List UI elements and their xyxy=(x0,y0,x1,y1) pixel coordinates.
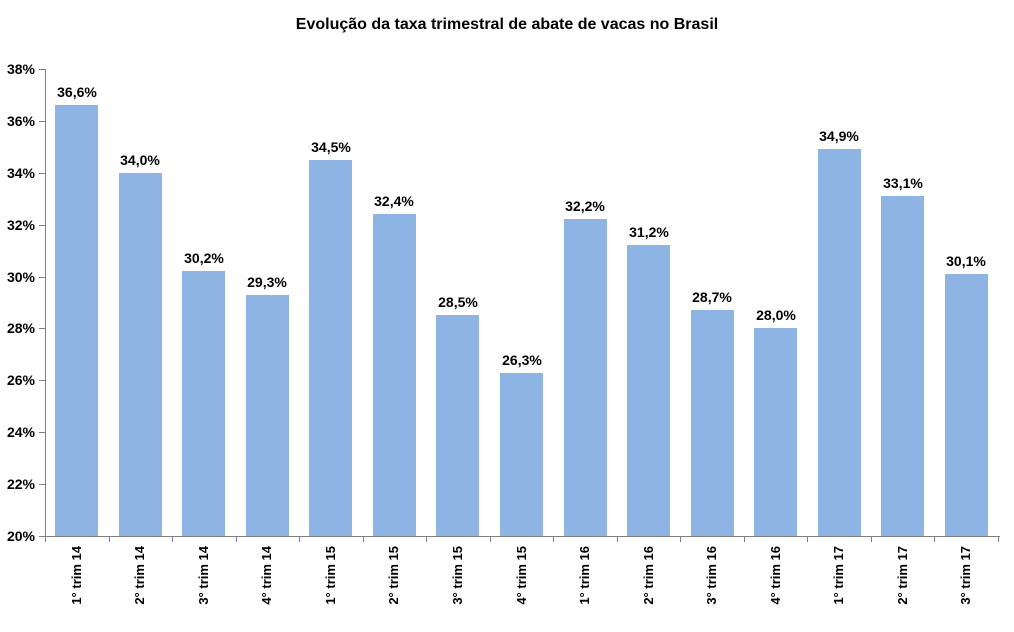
x-axis-tick xyxy=(490,536,491,542)
x-axis-label: 1° trim 17 xyxy=(831,546,846,605)
x-axis-label: 3° trim 17 xyxy=(958,546,973,605)
y-axis xyxy=(45,69,46,537)
x-axis-tick xyxy=(172,536,173,542)
x-axis-tick xyxy=(998,536,999,542)
x-axis-tick xyxy=(807,536,808,542)
x-axis-label: 2° trim 14 xyxy=(132,546,147,605)
bar-value-label: 26,3% xyxy=(502,352,542,368)
bar xyxy=(373,214,416,536)
bar xyxy=(119,173,162,536)
x-axis xyxy=(39,536,1000,537)
x-axis-tick xyxy=(45,536,46,542)
x-axis-tick xyxy=(109,536,110,542)
chart-title: Evolução da taxa trimestral de abate de … xyxy=(295,16,719,33)
x-axis-label: 1° trim 14 xyxy=(69,546,84,605)
x-axis-label: 3° trim 15 xyxy=(450,546,465,605)
bar xyxy=(182,271,225,536)
y-axis-tick-label: 34% xyxy=(6,165,35,181)
y-axis-tick-label: 20% xyxy=(6,528,35,544)
x-axis-label: 2° trim 17 xyxy=(895,546,910,605)
x-axis-tick xyxy=(680,536,681,542)
x-axis-label: 2° trim 15 xyxy=(386,546,401,605)
y-axis-tick-label: 38% xyxy=(6,61,35,77)
x-axis-label: 4° trim 14 xyxy=(259,546,274,605)
bar-value-label: 34,9% xyxy=(819,128,859,144)
bar xyxy=(436,315,479,536)
y-axis-tick xyxy=(39,484,45,485)
x-axis-tick xyxy=(426,536,427,542)
y-axis-tick xyxy=(39,173,45,174)
bar-value-label: 34,0% xyxy=(120,152,160,168)
x-axis-label: 1° trim 15 xyxy=(323,546,338,605)
bar-value-label: 28,5% xyxy=(438,294,478,310)
bar-value-label: 28,0% xyxy=(756,307,796,323)
bar-value-label: 30,2% xyxy=(184,250,224,266)
bar xyxy=(627,245,670,536)
x-axis-label: 3° trim 16 xyxy=(704,546,719,605)
y-axis-tick-label: 26% xyxy=(6,372,35,388)
x-axis-tick xyxy=(871,536,872,542)
bar-value-label: 32,4% xyxy=(374,193,414,209)
bar-value-label: 34,5% xyxy=(311,139,351,155)
x-axis-tick xyxy=(363,536,364,542)
x-axis-tick xyxy=(553,536,554,542)
x-axis-label: 4° trim 15 xyxy=(514,546,529,605)
y-axis-tick-label: 30% xyxy=(6,269,35,285)
y-axis-tick xyxy=(39,121,45,122)
bar xyxy=(564,219,607,536)
bar xyxy=(945,274,988,536)
y-axis-tick-label: 28% xyxy=(6,320,35,336)
y-axis-tick-label: 22% xyxy=(6,476,35,492)
bar xyxy=(246,295,289,536)
bar-value-label: 30,1% xyxy=(946,253,986,269)
bar-value-label: 29,3% xyxy=(247,274,287,290)
bar xyxy=(881,196,924,536)
bar-value-label: 28,7% xyxy=(692,289,732,305)
y-axis-tick xyxy=(39,225,45,226)
bar-value-label: 33,1% xyxy=(883,175,923,191)
y-axis-tick-label: 24% xyxy=(6,424,35,440)
x-axis-label: 2° trim 16 xyxy=(641,546,656,605)
bar-value-label: 36,6% xyxy=(57,84,97,100)
y-axis-tick-label: 32% xyxy=(6,217,35,233)
x-axis-label: 4° trim 16 xyxy=(768,546,783,605)
y-axis-tick xyxy=(39,380,45,381)
y-axis-tick xyxy=(39,277,45,278)
bar xyxy=(818,149,861,536)
x-axis-tick xyxy=(236,536,237,542)
bar xyxy=(691,310,734,536)
bar-value-label: 32,2% xyxy=(565,198,605,214)
bar-value-label: 31,2% xyxy=(629,224,669,240)
x-axis-tick xyxy=(934,536,935,542)
y-axis-tick xyxy=(39,328,45,329)
x-axis-tick xyxy=(617,536,618,542)
y-axis-tick xyxy=(39,69,45,70)
x-axis-tick xyxy=(744,536,745,542)
x-axis-label: 3° trim 14 xyxy=(196,546,211,605)
y-axis-tick xyxy=(39,432,45,433)
bar xyxy=(55,105,98,536)
x-axis-label: 1° trim 16 xyxy=(577,546,592,605)
y-axis-tick xyxy=(39,536,45,537)
bar xyxy=(754,328,797,536)
y-axis-tick-label: 36% xyxy=(6,113,35,129)
x-axis-tick xyxy=(299,536,300,542)
bar xyxy=(309,160,352,536)
bar xyxy=(500,373,543,536)
